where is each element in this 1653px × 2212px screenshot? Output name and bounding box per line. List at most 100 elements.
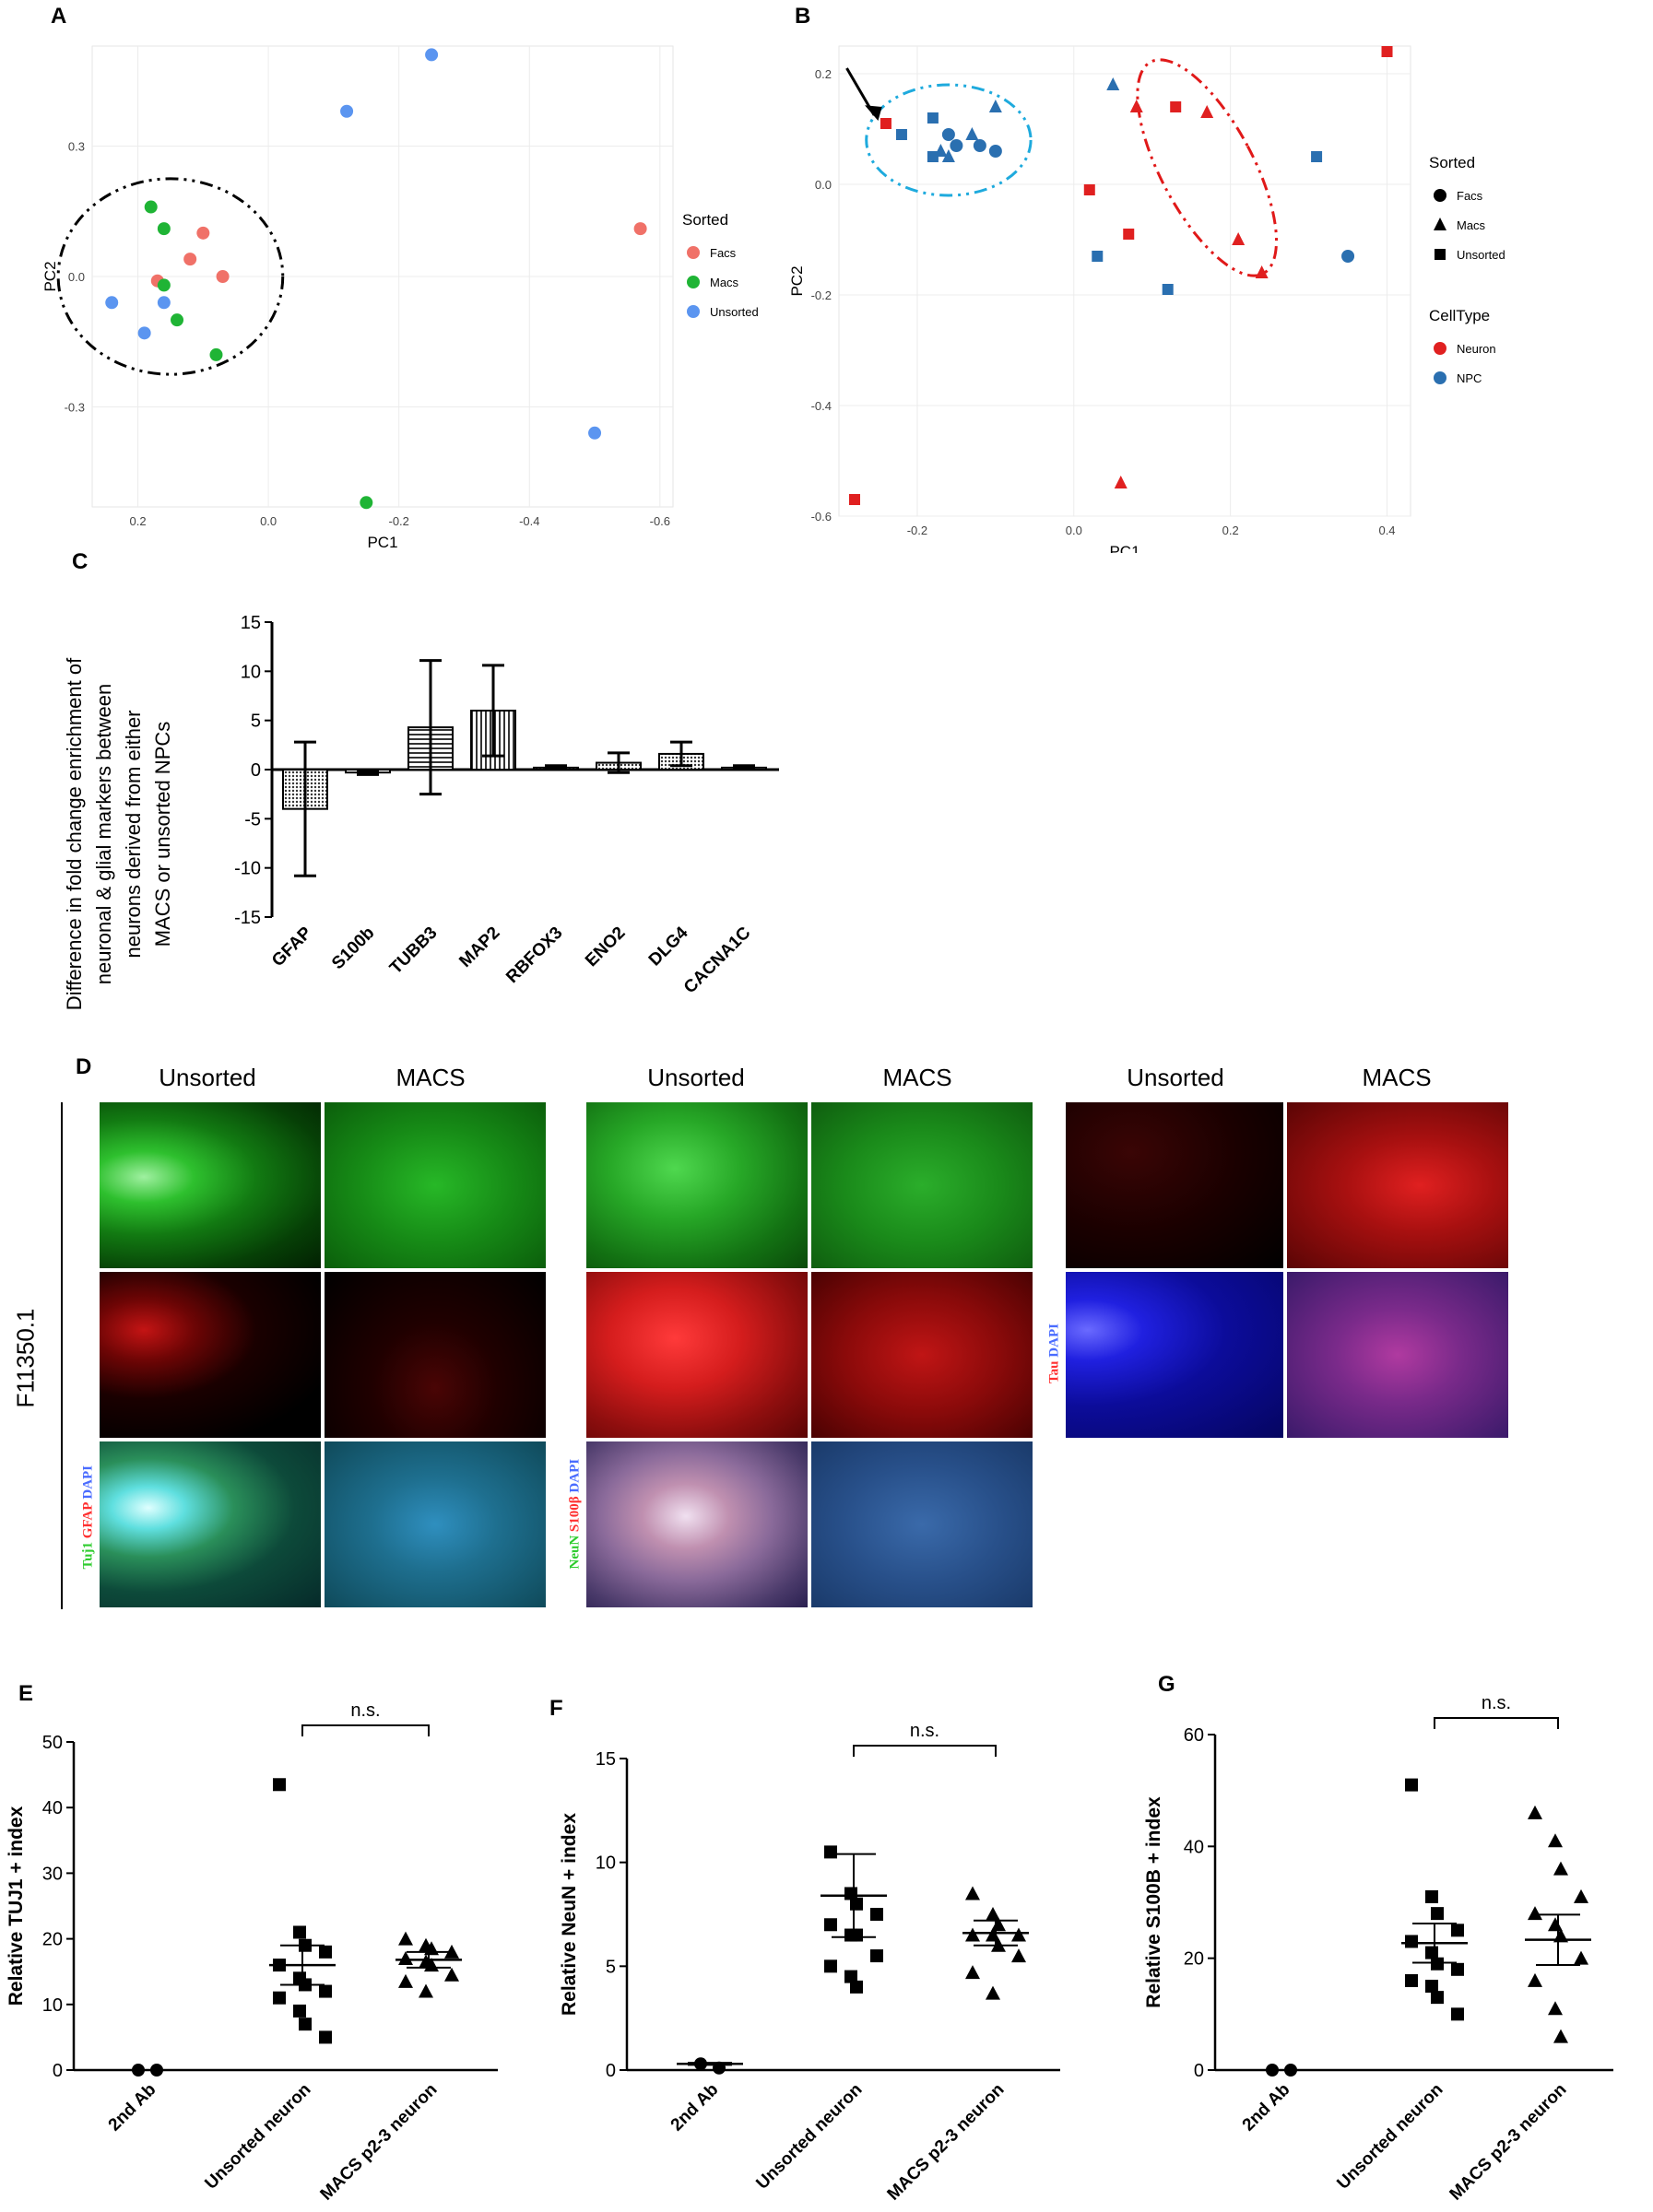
- sample-bracket-line: [61, 1102, 63, 1609]
- data-point: [1451, 1924, 1464, 1937]
- row-label-merge-3: Tau DAPI: [1047, 1317, 1063, 1391]
- x-category-label: Unsorted neuron: [201, 2080, 314, 2194]
- data-point: [588, 426, 602, 440]
- merge-label-dapi-2: DAPI: [567, 1458, 583, 1493]
- data-point: [1011, 1927, 1026, 1942]
- data-point: [1425, 1889, 1438, 1903]
- bar-chart-c: 15 10 5 0 -5 -10 -15 Difference in fold change …: [63, 613, 779, 1010]
- micrograph-neun-macs: [811, 1102, 1033, 1268]
- y-axis-label: PC2: [788, 265, 806, 296]
- data-point: [870, 1949, 883, 1963]
- row-label-s100b: S100β: [567, 1335, 583, 1371]
- pca-plot-a: 0.2 0.0 -0.2 -0.4 -0.6 0.3 0.0 -0.3 PC1 PC2 Sorted…: [41, 45, 759, 551]
- legend-label: Facs: [1457, 189, 1483, 203]
- data-point: [319, 1945, 332, 1959]
- legend-marker: [1434, 189, 1446, 202]
- y-tick-label: -0.6: [811, 510, 832, 524]
- data-point: [1553, 1861, 1568, 1876]
- data-point: [157, 296, 171, 310]
- micrograph-tau-macs: [1287, 1102, 1508, 1268]
- y-tick-label: 15: [596, 1749, 616, 1770]
- data-point: [927, 151, 939, 162]
- x-category-label: 2nd Ab: [1239, 2080, 1294, 2136]
- header-macs-2: MACS: [882, 1064, 952, 1091]
- significance-label: n.s.: [910, 1721, 939, 1741]
- legend-label: Macs: [710, 276, 739, 289]
- y-tick-label: 10: [241, 662, 261, 682]
- significance-bracket: [301, 1724, 430, 1736]
- y-axis-label: PC2: [41, 261, 59, 291]
- x-tick-label: -0.2: [388, 514, 408, 528]
- data-point: [1405, 1935, 1418, 1948]
- data-point: [273, 1778, 286, 1792]
- data-point: [1106, 77, 1120, 90]
- data-point: [895, 129, 907, 140]
- data-point: [1092, 251, 1104, 262]
- data-point: [1528, 1805, 1542, 1819]
- y-tick-label: -15: [234, 908, 261, 928]
- data-point: [425, 48, 439, 62]
- data-point: [360, 496, 373, 510]
- x-tick-label: -0.2: [907, 524, 927, 537]
- data-point: [398, 1973, 413, 1988]
- panel-letter-d: D: [76, 1054, 92, 1079]
- y-tick-label: 0: [1194, 2061, 1204, 2081]
- data-point: [209, 347, 223, 361]
- micrograph-panel-d: Unsorted MACS Unsorted MACS Unsorted MAC…: [0, 1051, 1653, 1622]
- data-point: [1255, 265, 1269, 278]
- y-tick-label: 0: [53, 2061, 63, 2081]
- row-label-tuj1: Tuj1: [80, 1170, 96, 1198]
- dot-plot-f: 15 10 5 0 Relative NeuN + index 2nd Ab Unsorte…: [559, 1721, 1060, 2203]
- data-point: [986, 1985, 1000, 2000]
- data-point: [633, 222, 647, 236]
- data-point: [1162, 284, 1174, 295]
- legend-marker: [1434, 218, 1446, 230]
- row-label-tau: Tau: [1046, 1172, 1062, 1195]
- data-point: [196, 226, 210, 240]
- legend-marker: [687, 276, 700, 288]
- y-axis-label-line: Difference in fold change enrichment of: [63, 657, 86, 1010]
- x-category-label: MACS p2-3 neuron: [317, 2080, 442, 2203]
- y-tick-label: 20: [42, 1930, 63, 1950]
- data-point: [171, 313, 184, 327]
- micrograph-neun-unsorted: [586, 1102, 808, 1268]
- x-category-label: 2nd Ab: [105, 2080, 160, 2136]
- legend-title: Sorted: [682, 211, 728, 229]
- x-category-label: MACS p2-3 neuron: [884, 2080, 1009, 2203]
- data-point: [988, 100, 1002, 112]
- data-point: [1431, 1957, 1444, 1971]
- merge-label-s100b: S100β: [567, 1496, 583, 1533]
- x-tick-label: 0.2: [1222, 524, 1239, 537]
- data-point: [1200, 105, 1214, 118]
- data-point: [848, 494, 860, 505]
- legend-title-celltype: CellType: [1429, 307, 1490, 324]
- y-tick-label: 10: [42, 1995, 63, 2016]
- sample-label: F11350.1: [11, 1308, 40, 1408]
- significance-bracket: [853, 1745, 997, 1757]
- x-axis-label: PC1: [1109, 543, 1139, 553]
- data-point: [850, 1897, 863, 1911]
- y-tick-label: 10: [596, 1853, 616, 1874]
- legend-label: Macs: [1457, 218, 1486, 232]
- data-point: [1451, 2007, 1464, 2021]
- x-category-label: S100b: [328, 924, 378, 973]
- data-point: [870, 1908, 883, 1921]
- x-tick-label: 0.0: [260, 514, 277, 528]
- data-point: [1011, 1948, 1026, 1963]
- data-point: [157, 278, 171, 292]
- y-tick-label: 0.0: [815, 178, 832, 192]
- data-point: [824, 1918, 837, 1932]
- data-point: [1431, 1907, 1444, 1921]
- y-tick-label: 0: [606, 2061, 616, 2081]
- data-point: [444, 1967, 459, 1982]
- npc-cluster-ellipse: [865, 83, 1033, 197]
- header-macs-3: MACS: [1362, 1064, 1432, 1091]
- micrograph-s100b-macs: [811, 1272, 1033, 1438]
- panel-letter-c: C: [72, 549, 89, 574]
- legend-label: NPC: [1457, 371, 1482, 385]
- legend-label: Unsorted: [1457, 248, 1505, 262]
- x-tick-label: 0.0: [1066, 524, 1082, 537]
- y-tick-label: -10: [234, 859, 261, 879]
- data-point: [986, 1907, 1000, 1921]
- x-category-label: Unsorted neuron: [752, 2080, 866, 2194]
